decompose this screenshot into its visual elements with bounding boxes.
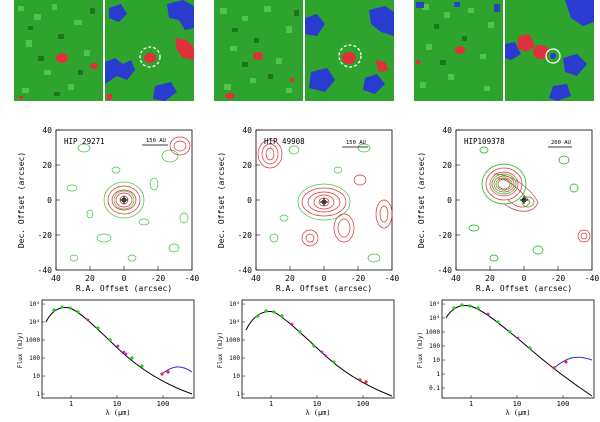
contour-map: HIP 29271 150 AU 40 20 0 -20 -40 40 20 0… [14,118,204,300]
sed-x-axis-label: λ (μm) [305,409,330,417]
y-tick: 0 [447,196,452,205]
contour-map: HIP 49908 150 AU 40 20 0 -20 -40 40 20 0… [214,118,404,300]
sed-y-tick: 0.1 [429,385,440,392]
y-axis-label: Dec. Offset (arcsec) [217,152,226,248]
x-tick: 0 [522,274,527,283]
sed-y-axis-label: Flux (mJy) [417,332,424,368]
x-axis-label: R.A. Offset (arcsec) [276,284,372,293]
y-tick: -20 [238,231,253,240]
x-tick: 20 [485,274,495,283]
sed-x-axis-label: λ (μm) [505,409,530,417]
herschel-image-pair [14,0,194,101]
star-name: HIP 29271 [64,137,105,146]
x-axis-label: R.A. Offset (arcsec) [76,284,172,293]
sed-y-tick: 100 [229,355,240,362]
sed-y-tick: 10 [33,373,41,380]
sed-y-tick: 10 [233,373,241,380]
panel-hip49908: HIP 49908 150 AU 40 20 0 -20 -40 40 20 0… [214,0,404,418]
herschel-zoom-image [105,0,194,101]
panel-hip109378: HIP109378 200 AU 40 20 0 -20 -40 40 20 0… [414,0,600,418]
sed-x-tick: 10 [313,400,321,408]
x-tick: -40 [185,274,200,283]
sed-y-tick: 100 [29,355,40,362]
herschel-zoom-image [505,0,594,101]
y-tick: -20 [38,231,53,240]
x-tick: 0 [322,274,327,283]
sed-y-tick: 10⁶ [229,301,240,308]
x-tick: 20 [85,274,95,283]
x-tick: 0 [122,274,127,283]
sed-x-tick: 100 [357,400,370,408]
star-name: HIP109378 [464,137,505,146]
sed-y-tick: 1000 [226,337,241,344]
sed-plot: 10⁶ 10⁴ 1000 100 10 1 1 10 100 λ (μm) Fl… [14,296,204,418]
sed-x-tick: 10 [513,400,521,408]
y-tick: -40 [38,266,53,275]
sed-plot: 10⁶ 10⁴ 1000 100 10 1 1 10 100 λ (μm) Fl… [214,296,404,418]
sed-x-tick: 100 [157,400,170,408]
sed-y-axis-label: Flux (mJy) [17,332,24,368]
herschel-wide-image [14,0,103,101]
x-tick: 40 [251,274,261,283]
x-tick: 40 [451,274,461,283]
panel-hip29271: HIP 29271 150 AU 40 20 0 -20 -40 40 20 0… [14,0,204,418]
sed-y-axis-label: Flux (mJy) [217,332,224,368]
x-tick: -20 [551,274,566,283]
sed-y-tick: 10⁴ [29,319,40,326]
sed-y-tick: 1 [36,391,40,398]
sed-y-tick: 10⁶ [429,301,440,308]
sed-x-axis-label: λ (μm) [105,409,130,417]
sed-x-tick: 10 [113,400,121,408]
y-tick: 0 [47,196,52,205]
x-tick: 20 [285,274,295,283]
y-tick: -40 [438,266,453,275]
scale-bar-label: 200 AU [551,140,571,146]
y-tick: 40 [42,126,52,135]
x-axis-label: R.A. Offset (arcsec) [476,284,572,293]
scale-bar-label: 150 AU [146,138,166,144]
y-tick: 40 [442,126,452,135]
contour-map: HIP109378 200 AU 40 20 0 -20 -40 40 20 0… [414,118,600,300]
x-tick: 40 [51,274,61,283]
sed-y-tick: 1000 [26,337,41,344]
sed-x-tick: 1 [469,400,473,408]
y-tick: 20 [442,161,452,170]
y-axis-label: Dec. Offset (arcsec) [417,152,426,248]
y-axis-label: Dec. Offset (arcsec) [17,152,26,248]
sed-plot: 10⁶ 10⁴ 1000 100 10 1 0.1 1 10 100 λ (μm… [414,296,600,418]
y-tick: 40 [242,126,252,135]
y-tick: 0 [247,196,252,205]
star-name: HIP 49908 [264,137,305,146]
x-tick: -40 [385,274,400,283]
herschel-wide-image [214,0,303,101]
sed-y-tick: 1 [236,391,240,398]
sed-y-tick: 100 [429,343,440,350]
sed-y-tick: 10⁶ [29,301,40,308]
sed-y-tick: 10 [433,357,441,364]
sed-x-tick: 1 [69,400,73,408]
x-tick: -20 [151,274,166,283]
herschel-image-pair [214,0,394,101]
sed-y-tick: 10⁴ [229,319,240,326]
y-tick: -20 [438,231,453,240]
herschel-wide-image [414,0,503,101]
sed-y-tick: 10⁴ [429,315,440,322]
y-tick: -40 [238,266,253,275]
x-tick: -40 [585,274,600,283]
y-tick: 20 [42,161,52,170]
y-tick: 20 [242,161,252,170]
sed-y-tick: 1 [436,371,440,378]
sed-y-tick: 1000 [426,329,441,336]
x-tick: -20 [351,274,366,283]
sed-x-tick: 100 [557,400,570,408]
scale-bar-label: 150 AU [346,140,366,146]
herschel-image-pair [414,0,594,101]
herschel-zoom-image [305,0,394,101]
sed-x-tick: 1 [269,400,273,408]
